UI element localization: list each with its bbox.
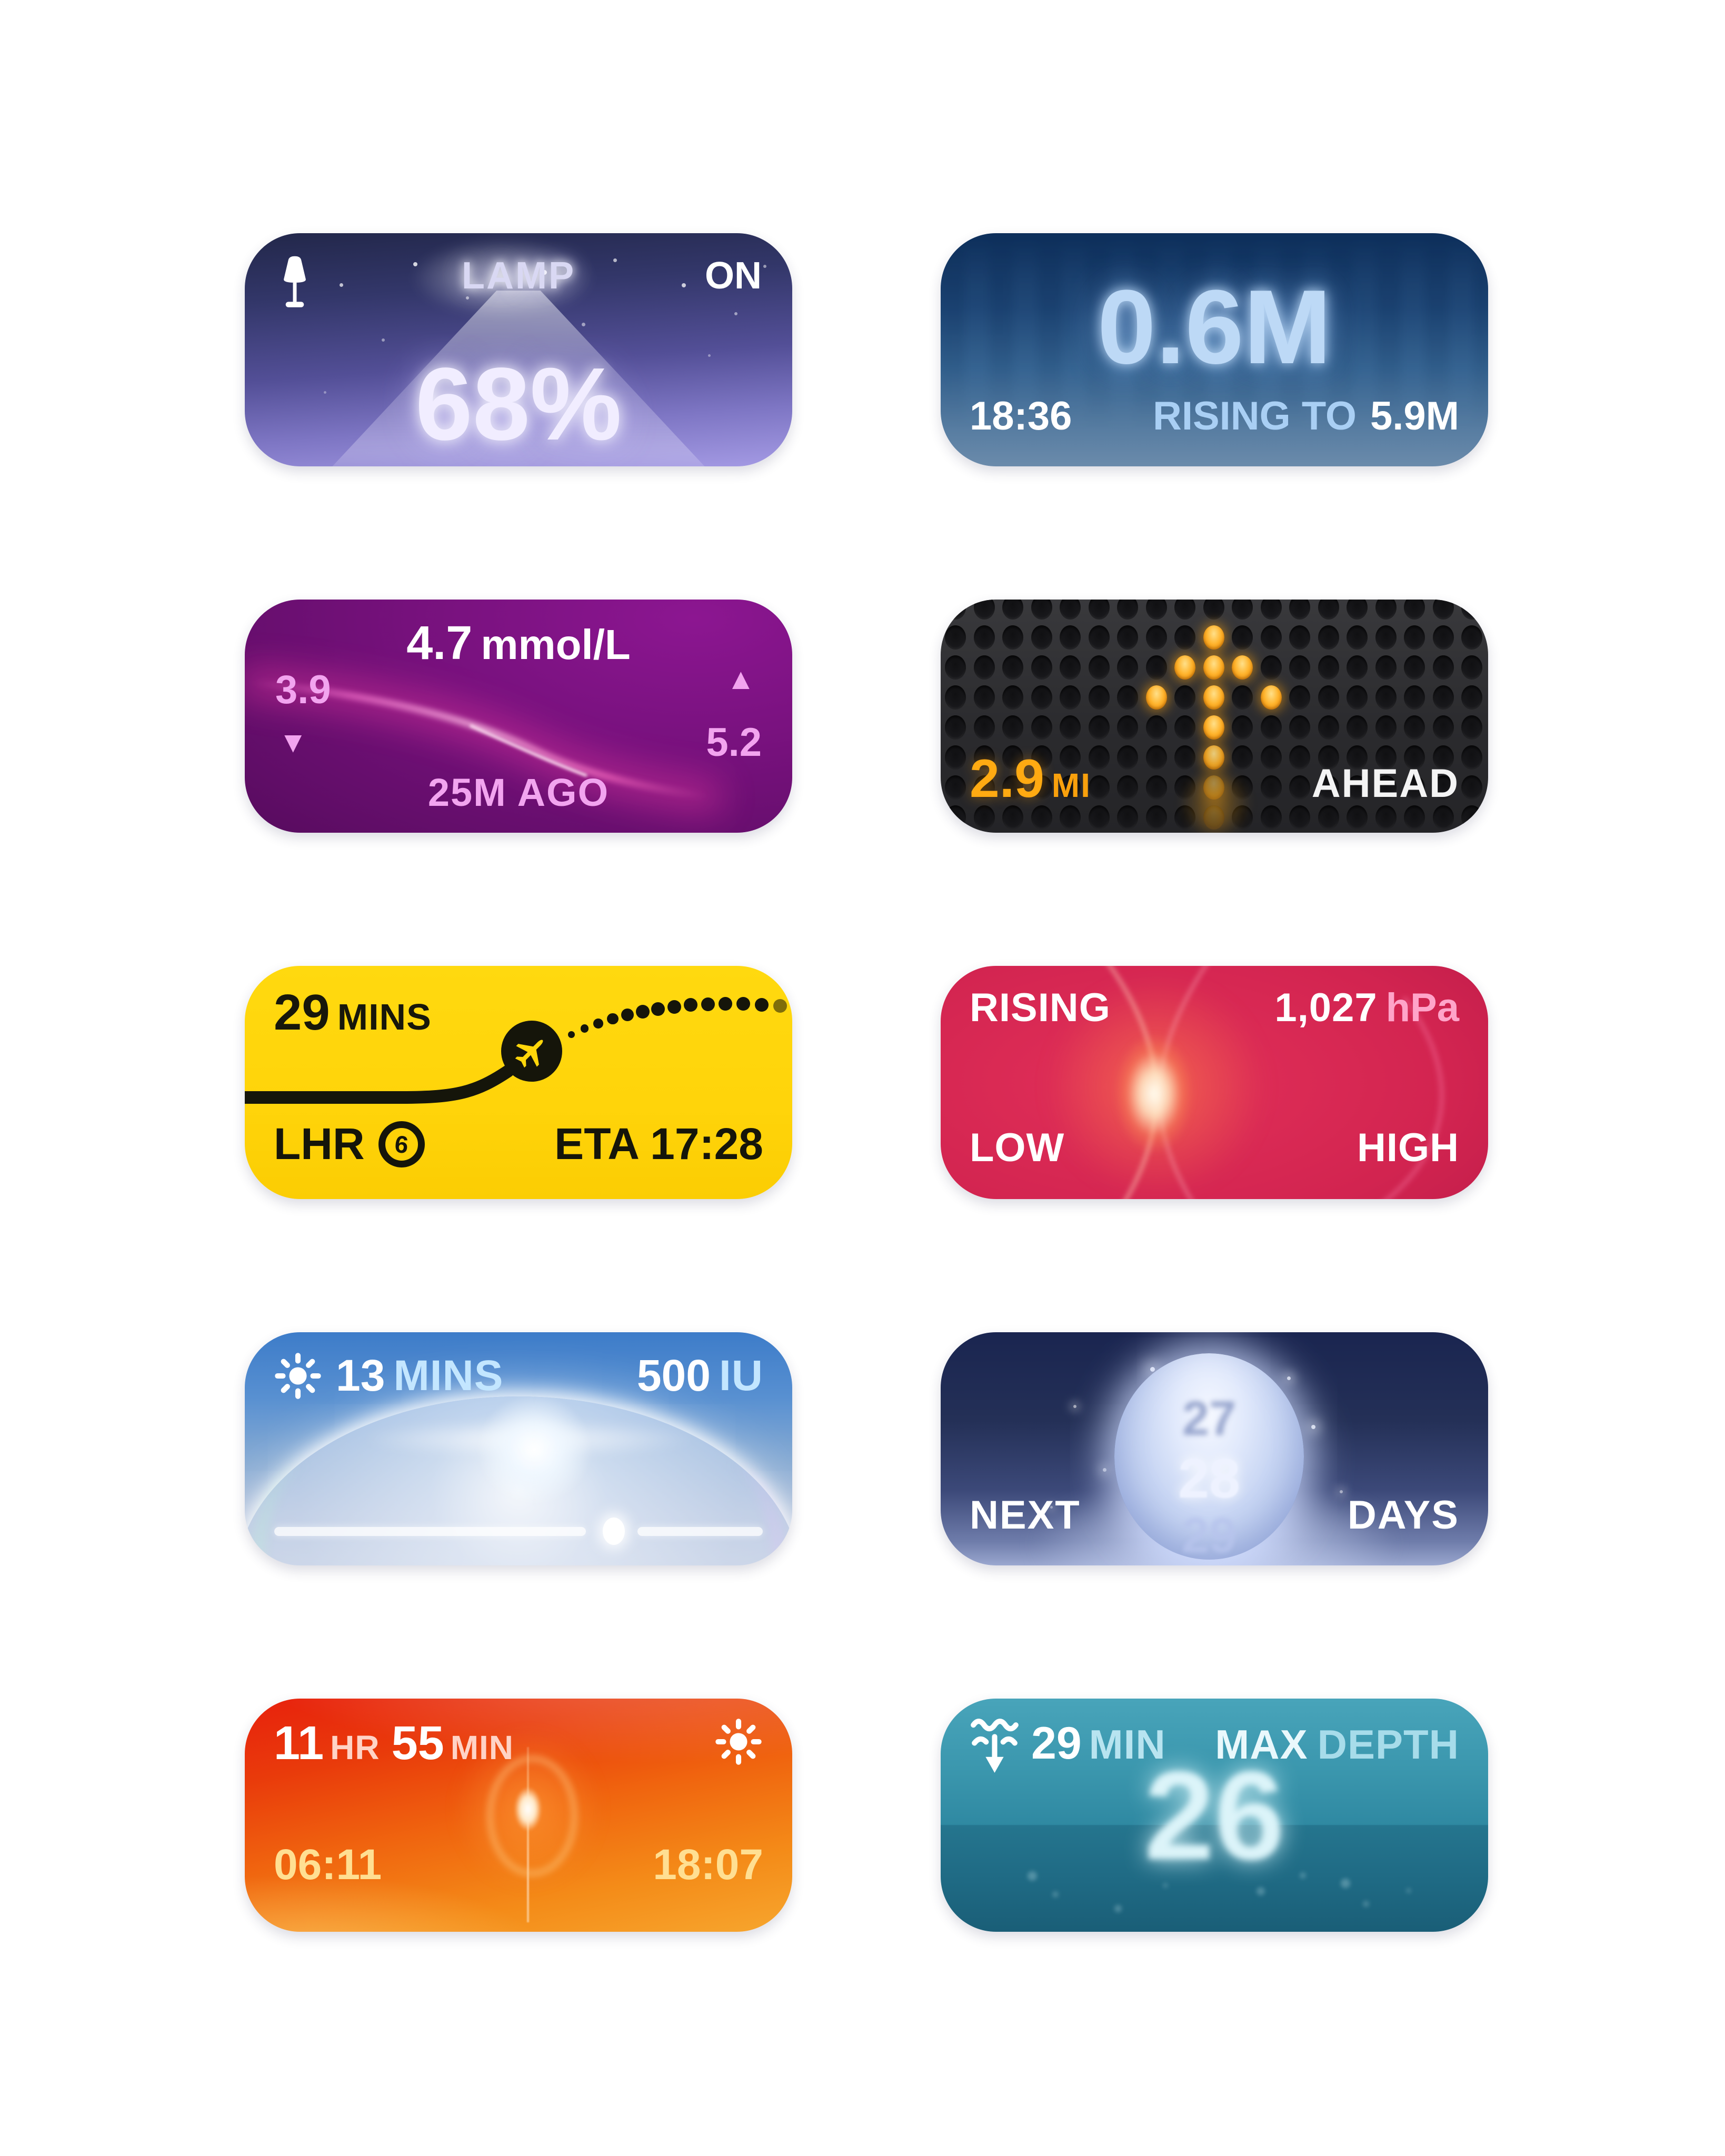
flight-duration-unit: MINS bbox=[337, 996, 432, 1037]
dive-duration-unit: MIN bbox=[1089, 1721, 1166, 1768]
sun-flare-core bbox=[514, 1787, 542, 1831]
distance-bottom-row: 2.9 MI AHEAD bbox=[970, 748, 1459, 810]
sun-dose-widget-card[interactable]: 13 MINS 500 IU bbox=[245, 1332, 792, 1565]
sunset-time: 18:07 bbox=[653, 1841, 763, 1889]
glucose-low-value: 3.9 bbox=[275, 667, 331, 712]
barometer-trend-label: RISING bbox=[970, 985, 1111, 1030]
dive-top-row: 29 MIN MAX DEPTH bbox=[1031, 1718, 1459, 1770]
barometer-low-label: LOW bbox=[970, 1125, 1065, 1170]
uv-dose-unit: IU bbox=[719, 1351, 763, 1400]
uv-slider-thumb[interactable] bbox=[603, 1518, 625, 1545]
down-triangle-icon: ▼ bbox=[278, 725, 308, 758]
sun-icon bbox=[715, 1719, 762, 1765]
dive-max-label: MAX bbox=[1215, 1721, 1308, 1768]
uv-top-row: 13 MINS 500 IU bbox=[274, 1350, 763, 1401]
moon-right-label: DAYS bbox=[1347, 1493, 1459, 1538]
lamp-icon bbox=[284, 256, 306, 307]
flight-route-graphic bbox=[245, 1021, 562, 1104]
lamp-brightness-value: 68% bbox=[415, 346, 622, 462]
daylight-bottom-row: 06:11 18:07 bbox=[274, 1840, 763, 1890]
dive-duration-value: 29 bbox=[1031, 1718, 1082, 1769]
flight-top-row: 29 MINS bbox=[274, 984, 763, 1042]
daylight-minutes-unit: MIN bbox=[450, 1729, 514, 1766]
tide-time: 18:36 bbox=[970, 394, 1072, 438]
barometer-pressure-value: 1,027 bbox=[1274, 985, 1378, 1030]
glucose-trend-curve bbox=[245, 668, 723, 811]
lamp-status-value: ON bbox=[705, 255, 762, 297]
uv-dose-value: 500 bbox=[636, 1351, 711, 1400]
barometer-top-row: RISING 1,027 hPa bbox=[970, 985, 1459, 1031]
lamp-title: LAMP bbox=[462, 255, 575, 297]
led-arrow-glow bbox=[1179, 767, 1252, 833]
barometer-widget-card[interactable]: RISING 1,027 hPa LOW HIGH bbox=[941, 966, 1488, 1199]
daylight-minutes-value: 55 bbox=[391, 1717, 444, 1770]
uv-sun-glow bbox=[476, 1394, 592, 1505]
moon-prev-day: 27 bbox=[1182, 1392, 1237, 1445]
distance-direction-label: AHEAD bbox=[1311, 761, 1459, 806]
dive-depth-value: 26 bbox=[1144, 1745, 1285, 1886]
distance-value: 2.9 bbox=[970, 748, 1044, 808]
distance-unit: MI bbox=[1051, 766, 1091, 804]
barometer-bottom-row: LOW HIGH bbox=[970, 1125, 1459, 1171]
lamp-widget-card[interactable]: LAMP ON 68% bbox=[245, 233, 792, 466]
flight-duration-value: 29 bbox=[274, 984, 330, 1041]
glucose-last-updated: 25M AGO bbox=[427, 771, 610, 814]
tide-bottom-row: 18:36 RISING TO 5.9M bbox=[970, 393, 1459, 439]
moon-current-day: 28 bbox=[1178, 1448, 1240, 1510]
moon-orb: 27 28 29 bbox=[1114, 1353, 1304, 1560]
tide-widget-card[interactable]: 0.6M 18:36 RISING TO 5.9M bbox=[941, 233, 1488, 466]
uv-mins-unit: MINS bbox=[393, 1351, 504, 1400]
flight-bottom-row: LHR 6 ETA 17:28 bbox=[274, 1119, 763, 1170]
terminal-badge: 6 bbox=[378, 1121, 425, 1167]
up-triangle-icon: ▲ bbox=[726, 662, 755, 695]
tide-water-streaks bbox=[941, 233, 1488, 466]
glucose-widget-card[interactable]: 4.7 mmol/L 3.9 ▼ ▲ 5.2 25M AGO bbox=[245, 600, 792, 833]
terminal-number: 6 bbox=[393, 1130, 410, 1159]
dive-widget-card[interactable]: 29 MIN MAX DEPTH 26 bbox=[941, 1699, 1488, 1932]
sun-icon bbox=[275, 1352, 321, 1399]
moon-left-label: NEXT bbox=[970, 1493, 1081, 1538]
barometer-high-label: HIGH bbox=[1357, 1125, 1459, 1170]
barometer-pressure-unit: hPa bbox=[1385, 985, 1459, 1030]
moon-next-day: 29 bbox=[1181, 1508, 1237, 1560]
glucose-unit: mmol/L bbox=[481, 621, 631, 668]
sun-flare-ring bbox=[488, 1756, 576, 1875]
moon-bottom-row: NEXT DAYS bbox=[970, 1492, 1459, 1538]
uv-mins-value: 13 bbox=[336, 1351, 385, 1400]
dive-icon bbox=[971, 1719, 1019, 1773]
tide-trend-label: RISING TO bbox=[1152, 394, 1357, 438]
uv-slider-track-right[interactable] bbox=[637, 1527, 763, 1536]
flight-destination-code: LHR bbox=[274, 1119, 365, 1169]
lamp-top-glow bbox=[411, 238, 595, 317]
glucose-high-value: 5.2 bbox=[706, 720, 762, 765]
flight-widget-card[interactable]: 29 MINS LHR 6 ETA 17:28 bbox=[245, 966, 792, 1199]
moon-cycle-widget-card[interactable]: 27 28 29 NEXT DAYS bbox=[941, 1332, 1488, 1565]
widget-stack: LAMP ON 68% 0.6M 18:36 RISING TO 5.9M bbox=[245, 233, 1488, 1932]
tide-height-value: 0.6M bbox=[1097, 268, 1332, 386]
tide-target-height: 5.9M bbox=[1370, 394, 1459, 438]
dive-depth-label: DEPTH bbox=[1317, 1721, 1459, 1768]
daylight-top-row: 11 HR 55 MIN bbox=[274, 1716, 763, 1771]
barometer-flare-core bbox=[1114, 1033, 1193, 1154]
glucose-current-reading: 4.7 mmol/L bbox=[245, 616, 792, 671]
glucose-value: 4.7 bbox=[406, 617, 473, 670]
sunrise-time: 06:11 bbox=[274, 1841, 382, 1889]
daylight-hours-value: 11 bbox=[274, 1717, 324, 1770]
airplane-icon bbox=[515, 1040, 543, 1068]
distance-ahead-widget-card[interactable]: 2.9 MI AHEAD bbox=[941, 600, 1488, 833]
uv-slider-track-left[interactable] bbox=[274, 1527, 586, 1536]
daylight-hours-unit: HR bbox=[330, 1729, 380, 1766]
daylight-widget-card[interactable]: 11 HR 55 MIN 06:11 18:07 bbox=[245, 1699, 792, 1932]
flight-eta: ETA 17:28 bbox=[554, 1119, 763, 1169]
